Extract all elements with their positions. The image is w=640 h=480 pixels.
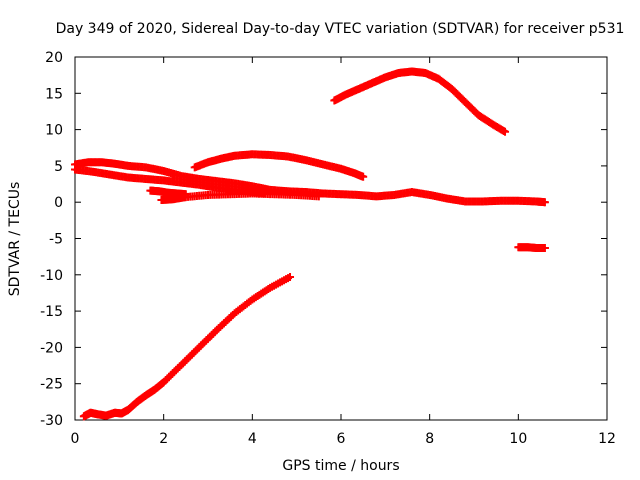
chart-title: Day 349 of 2020, Sidereal Day-to-day VTE… (56, 21, 625, 37)
x-tick-label: 4 (248, 431, 257, 447)
y-tick-label: -10 (40, 268, 63, 284)
data-point (359, 172, 368, 181)
series-2 (71, 165, 270, 198)
x-tick-label: 2 (159, 431, 168, 447)
y-tick-label: 20 (45, 50, 63, 66)
data-point (540, 198, 549, 207)
data-points (71, 67, 549, 421)
plot-frame (74, 56, 608, 421)
series-8 (79, 272, 295, 421)
series-6 (330, 67, 510, 136)
y-tick-label: -30 (40, 413, 63, 429)
y-tick-label: -5 (49, 232, 63, 248)
y-axis-label: SDTVAR / TECUs (7, 182, 23, 297)
x-tick-label: 6 (337, 431, 346, 447)
axis-ticks (74, 56, 608, 421)
x-tick-label: 12 (598, 431, 616, 447)
y-tick-label: 10 (45, 123, 63, 139)
series-1 (71, 158, 549, 207)
series-4 (157, 189, 323, 205)
y-tick-label: 15 (45, 86, 63, 102)
x-axis-label: GPS time / hours (282, 458, 399, 474)
x-tick-label: 8 (425, 431, 434, 447)
y-tick-label: -25 (40, 377, 63, 393)
series-5 (190, 150, 368, 181)
x-tick-label: 0 (71, 431, 80, 447)
data-point (501, 127, 510, 136)
data-point (540, 243, 549, 252)
data-point (314, 192, 323, 201)
y-tick-label: 5 (54, 159, 63, 175)
data-point (286, 272, 295, 281)
axis-tick-labels: 0 2 4 6 8 10 12 -30 -25 -20 -15 -10 -5 0 5 10 15 20 (40, 50, 616, 447)
series-7 (514, 243, 549, 252)
y-tick-label: -20 (40, 340, 63, 356)
plot-border (74, 56, 608, 421)
x-tick-label: 10 (509, 431, 527, 447)
y-tick-label: -15 (40, 304, 63, 320)
y-tick-label: 0 (54, 195, 63, 211)
